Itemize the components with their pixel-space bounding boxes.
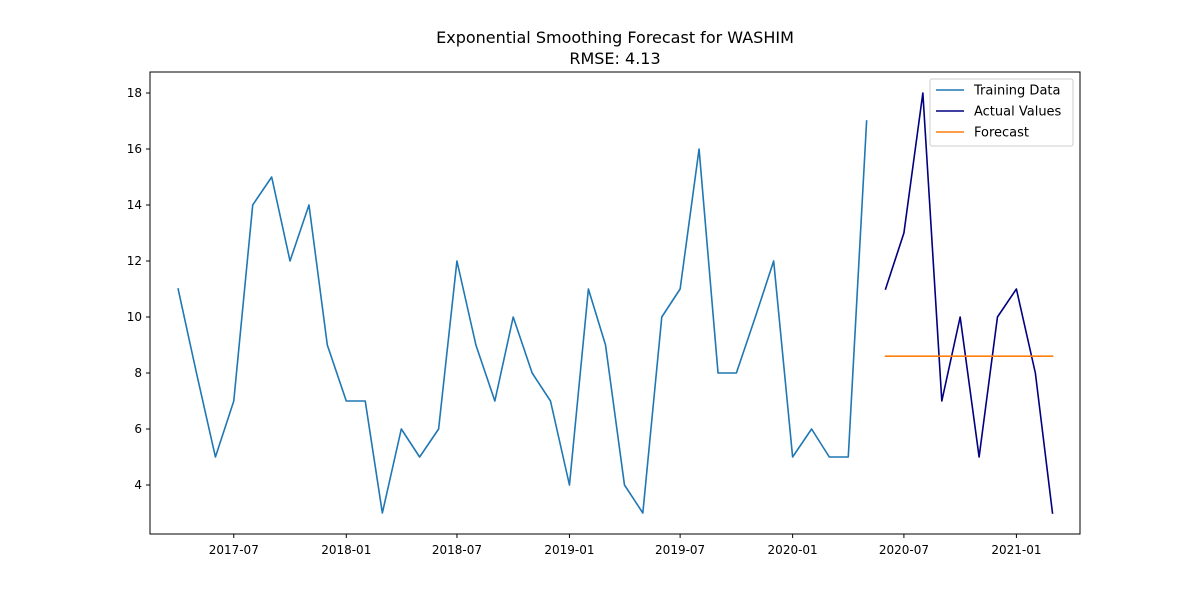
y-tick-label: 10 bbox=[127, 310, 142, 324]
x-tick-label: 2017-07 bbox=[209, 543, 259, 557]
x-tick-label: 2020-07 bbox=[879, 543, 929, 557]
legend-box bbox=[929, 78, 1074, 147]
x-tick-label: 2018-01 bbox=[321, 543, 371, 557]
x-tick-label: 2019-07 bbox=[655, 543, 705, 557]
y-tick-label: 6 bbox=[134, 422, 142, 436]
y-tick-label: 18 bbox=[127, 86, 142, 100]
legend-label: Training Data bbox=[973, 84, 1060, 99]
x-tick-label: 2020-01 bbox=[768, 543, 818, 557]
series-layer bbox=[177, 92, 1054, 514]
legend-label: Actual Values bbox=[974, 105, 1062, 120]
series-line-training-data bbox=[177, 120, 868, 514]
x-axis: 2017-07 2018-01 2018-07 2019-01 2019-07 2020-… bbox=[209, 534, 1041, 557]
chart-subtitle: RMSE: 4.13 bbox=[569, 49, 660, 68]
y-tick-label: 8 bbox=[134, 366, 142, 380]
y-tick-label: 14 bbox=[127, 198, 142, 212]
x-tick-label: 2021-01 bbox=[991, 543, 1041, 557]
legend-label: Forecast bbox=[974, 126, 1029, 141]
y-axis: 4 6 8 10 12 14 16 18 bbox=[127, 86, 150, 492]
chart-title: Exponential Smoothing Forecast for WASHI… bbox=[436, 28, 794, 47]
x-tick-label: 2018-07 bbox=[432, 543, 482, 557]
y-tick-label: 4 bbox=[134, 478, 142, 492]
y-tick-label: 16 bbox=[127, 142, 142, 156]
x-tick-label: 2019-01 bbox=[544, 543, 594, 557]
y-tick-label: 12 bbox=[127, 254, 142, 268]
series-line-actual-values bbox=[884, 92, 1054, 514]
legend: Training Data Actual Values Forecast bbox=[929, 78, 1074, 147]
plot-frame bbox=[149, 71, 1081, 535]
